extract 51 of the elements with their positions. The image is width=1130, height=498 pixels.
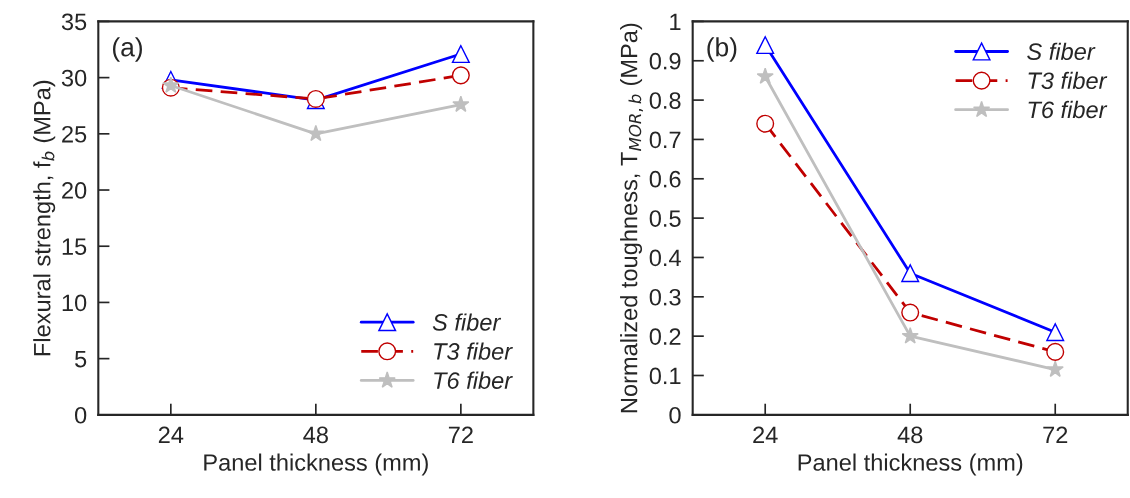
point [756, 114, 775, 133]
legend-label: S fiber [432, 313, 502, 331]
y-tick-label: 10 [62, 294, 87, 312]
y-tick-label: 0.2 [649, 328, 681, 345]
point [451, 44, 470, 64]
annotation: (a) [113, 37, 142, 62]
y-tick-label: 0.5 [649, 210, 681, 227]
x-tick-label: 48 [303, 426, 328, 444]
y-tick-label: 35 [61, 13, 87, 31]
x-tick-label: 72 [1043, 426, 1068, 444]
point [1046, 342, 1065, 361]
x-tick-label: 24 [753, 426, 778, 444]
point [452, 95, 470, 113]
point [901, 303, 920, 322]
y-tick-label: 0.3 [649, 288, 681, 306]
point [756, 67, 774, 84]
point [756, 35, 775, 55]
x-tick-label: 24 [158, 426, 184, 444]
y-tick-label: 0.1 [649, 367, 681, 385]
legend-label: T3 fiber [1028, 71, 1108, 90]
y-tick-label: 5 [75, 350, 87, 368]
point [162, 76, 180, 93]
y-tick-label: 1 [670, 13, 681, 30]
point [307, 124, 325, 142]
x-axis-title: Panel thickness (mm) [204, 453, 428, 476]
y-tick-label: 0 [669, 406, 681, 424]
x-tick-label: 72 [448, 426, 473, 444]
y-tick-label: 30 [61, 69, 87, 87]
y-tick-label: 0 [74, 406, 87, 424]
y-tick-label: 0.6 [649, 170, 681, 188]
x-axis-title: Panel thickness (mm) [798, 453, 1023, 476]
y-tick-label: 20 [62, 182, 87, 199]
y-axis-title: Normalized toughness, T$_{MOR,b}$ (MPa) [620, 23, 643, 413]
y-tick-label: 15 [62, 238, 87, 256]
y-tick-label: 0.8 [649, 92, 681, 109]
legend-label: S fiber [1027, 42, 1096, 61]
y-tick-label: 0.4 [649, 249, 681, 267]
legend-label: T3 fiber [434, 342, 513, 360]
point [1046, 323, 1065, 342]
annotation: (b) [707, 37, 737, 62]
x-tick-label: 48 [897, 426, 923, 444]
point [901, 264, 920, 283]
point [901, 327, 919, 344]
y-axis-title: Flexural strength, f$_{b}$ (MPa) [33, 80, 56, 356]
legend-label: T6 fiber [434, 371, 513, 389]
y-tick-label: 0.9 [649, 52, 681, 70]
y-tick-label: 25 [62, 125, 87, 143]
point [451, 66, 470, 85]
point [1046, 360, 1064, 378]
legend-label: T6 fiber [1028, 100, 1108, 119]
y-tick-label: 0.7 [649, 131, 681, 149]
